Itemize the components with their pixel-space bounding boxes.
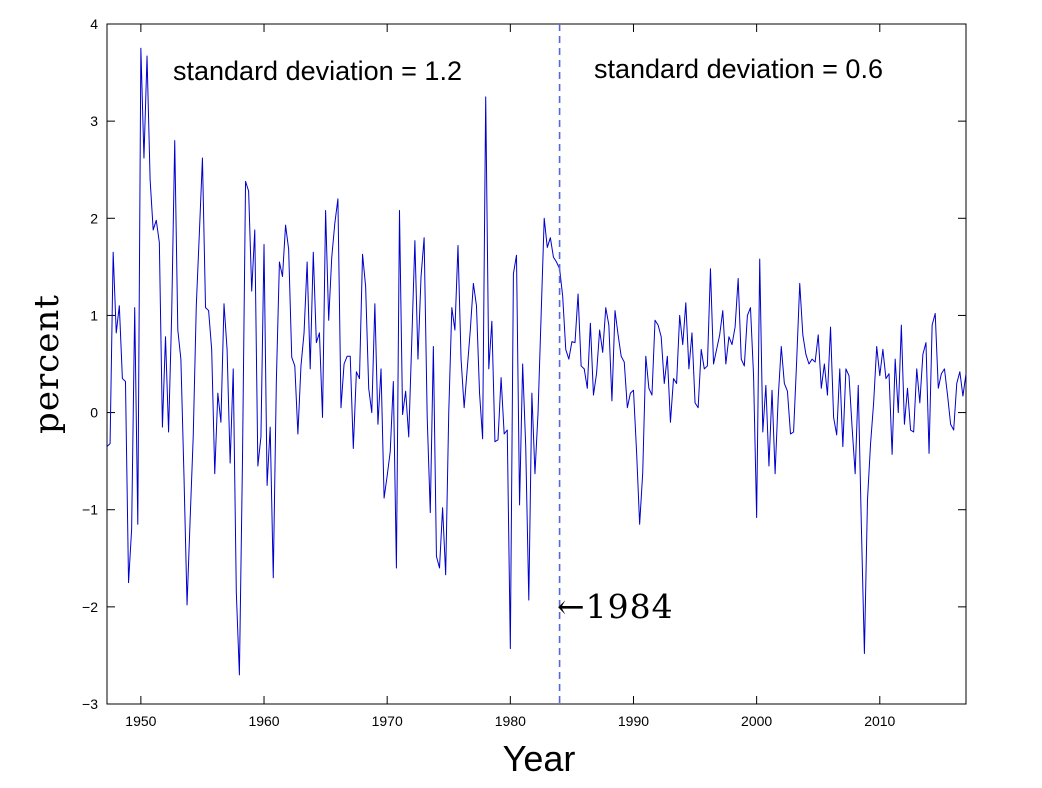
x-tick-label: 1950 [125,713,156,729]
y-axis-ticks [107,23,966,705]
x-tick-label: 1970 [372,713,403,729]
x-tick-label: 1980 [495,713,526,729]
x-axis-ticks [140,24,881,704]
y-axis-tick-labels: 4 3 2 1 0 −1 −2 −3 [82,16,98,712]
plot-area-frame [106,23,967,705]
series-line [106,47,967,676]
right-std-annotation: standard deviation = 0.6 [594,54,883,84]
y-tick-label: 3 [90,113,98,129]
x-axis-tick-labels: 1950 1960 1970 1980 1990 2000 2010 [125,713,895,729]
y-tick-label: 2 [90,210,98,226]
y-tick-label: 0 [90,405,98,421]
y-tick-label: −2 [82,599,98,615]
x-tick-label: 2010 [864,713,895,729]
y-tick-label: 1 [90,307,98,323]
break-year-annotation: ←1984 [557,587,674,626]
y-axis-label: percent [27,294,67,434]
x-tick-label: 2000 [741,713,772,729]
y-tick-label: −3 [82,696,98,712]
y-tick-label: 4 [90,16,98,32]
left-std-annotation: standard deviation = 1.2 [173,56,462,86]
x-tick-label: 1960 [248,713,279,729]
x-axis-label: Year [503,738,576,779]
y-tick-label: −1 [82,502,98,518]
x-tick-label: 1990 [618,713,649,729]
